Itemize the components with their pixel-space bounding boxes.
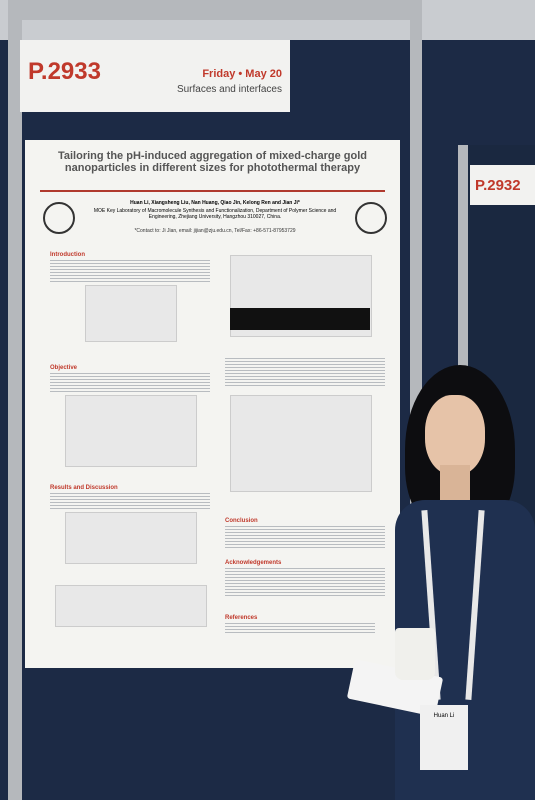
poster: Tailoring the pH-induced aggregation of … (25, 140, 400, 668)
frame-top (8, 0, 422, 20)
text-block (225, 358, 385, 388)
frame-post (8, 0, 22, 800)
title-rule (40, 190, 385, 192)
figure (65, 512, 197, 564)
logo (355, 202, 387, 234)
contact: *Contact to: Ji Jian, email: jijian@zju.… (134, 228, 296, 234)
sign-code: P.2932 (475, 177, 521, 194)
figure (85, 285, 177, 342)
text-block (50, 260, 210, 282)
right-sign: P.2932 (470, 165, 535, 205)
sign-code: P.2933 (28, 58, 101, 85)
text-block (225, 623, 375, 633)
text-block (225, 526, 385, 550)
text-block (50, 493, 210, 511)
figure (230, 395, 372, 492)
left-sign: P.2933 Friday • May 20 Surfaces and inte… (20, 40, 290, 112)
poster-title: Tailoring the pH-induced aggregation of … (57, 150, 368, 174)
badge-name: Huan Li (433, 713, 455, 719)
logo (43, 202, 75, 234)
section-heading: Acknowledgements (225, 560, 282, 566)
authors: Huan Li, Xiangsheng Liu, Nan Huang, Qiao… (130, 200, 300, 206)
section-heading: Results and Discussion (50, 485, 118, 491)
section-heading: Introduction (50, 252, 85, 258)
affiliation: MOE Key Laboratory of Macromolecule Synt… (93, 208, 337, 220)
text-block (225, 568, 385, 598)
section-heading: Conclusion (225, 518, 258, 524)
sign-session: Surfaces and interfaces (176, 84, 282, 95)
figure (55, 585, 207, 627)
figure (65, 395, 197, 467)
section-heading: References (225, 615, 258, 621)
text-block (50, 373, 210, 393)
cup (395, 628, 435, 680)
face (425, 395, 485, 475)
badge: Huan Li (420, 705, 468, 770)
section-heading: Objective (50, 365, 78, 371)
figure (230, 308, 370, 330)
sign-day: Friday • May 20 (202, 68, 282, 80)
